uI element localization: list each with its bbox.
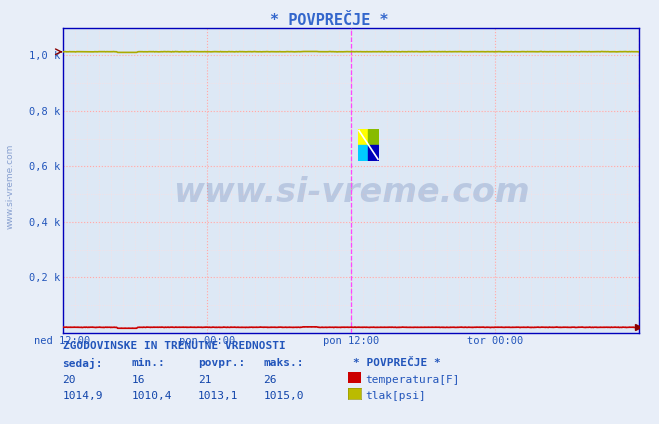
Text: 1013,1: 1013,1 bbox=[198, 391, 238, 402]
Text: www.si-vreme.com: www.si-vreme.com bbox=[5, 144, 14, 229]
Text: povpr.:: povpr.: bbox=[198, 358, 245, 368]
Text: * POVPREČJE *: * POVPREČJE * bbox=[353, 358, 440, 368]
Text: 16: 16 bbox=[132, 375, 145, 385]
Bar bbox=[358, 145, 368, 161]
Text: sedaj:: sedaj: bbox=[63, 358, 103, 369]
Text: 1015,0: 1015,0 bbox=[264, 391, 304, 402]
Text: 21: 21 bbox=[198, 375, 211, 385]
Bar bbox=[368, 129, 379, 145]
Bar bbox=[368, 145, 379, 161]
Text: tlak[psi]: tlak[psi] bbox=[366, 391, 426, 402]
Bar bbox=[358, 129, 368, 145]
Text: min.:: min.: bbox=[132, 358, 165, 368]
Text: www.si-vreme.com: www.si-vreme.com bbox=[173, 176, 529, 209]
Text: 26: 26 bbox=[264, 375, 277, 385]
Text: 1010,4: 1010,4 bbox=[132, 391, 172, 402]
Text: 1014,9: 1014,9 bbox=[63, 391, 103, 402]
Text: 20: 20 bbox=[63, 375, 76, 385]
Text: maks.:: maks.: bbox=[264, 358, 304, 368]
Text: ZGODOVINSKE IN TRENUTNE VREDNOSTI: ZGODOVINSKE IN TRENUTNE VREDNOSTI bbox=[63, 341, 285, 351]
Text: temperatura[F]: temperatura[F] bbox=[366, 375, 460, 385]
Text: * POVPREČJE *: * POVPREČJE * bbox=[270, 13, 389, 28]
